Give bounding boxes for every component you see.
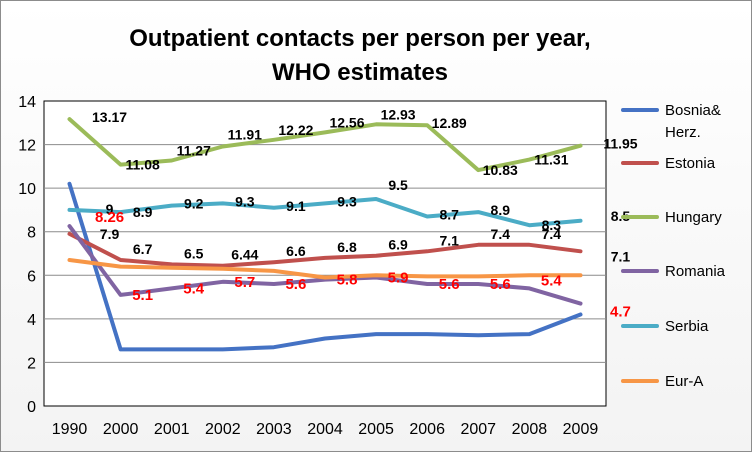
data-label-hungary: 12.93: [381, 106, 416, 122]
chart-title-line-1: Outpatient contacts per person per year,: [129, 25, 590, 52]
data-label-serbia: 9.5: [388, 177, 408, 193]
data-label-estonia: 6.6: [286, 243, 306, 259]
data-label-estonia: 7.1: [439, 232, 459, 248]
legend-label-hungary: Hungary: [665, 209, 722, 226]
legend-label-estonia: Estonia: [665, 155, 716, 172]
data-label-romania: 5.6: [490, 276, 511, 293]
data-label-estonia: 6.8: [337, 239, 357, 255]
series-line-romania: [67, 224, 583, 306]
data-label-hungary: 12.89: [432, 115, 467, 131]
legend-label-bosnia-herz: Bosnia&: [665, 102, 721, 119]
data-label-hungary: 11.91: [228, 127, 262, 143]
x-tick-label: 2004: [307, 421, 343, 438]
data-label-estonia: 6.7: [133, 241, 153, 257]
data-label-hungary: 10.83: [483, 162, 518, 178]
y-tick-label: 0: [27, 399, 36, 416]
x-tick-label: 2000: [103, 421, 139, 438]
series-line-bosnia-herz: [67, 181, 583, 352]
data-label-estonia: 7.9: [100, 226, 120, 242]
data-label-estonia: 7.1: [611, 248, 631, 264]
data-label-romania: 5.1: [132, 287, 153, 304]
legend-label-romania: Romania: [665, 263, 726, 280]
series-line-eur-a: [67, 258, 583, 280]
chart-title-line-2: WHO estimates: [272, 59, 448, 86]
data-label-estonia: 7.4: [491, 226, 511, 242]
data-label-serbia: 9: [106, 201, 114, 217]
data-label-estonia: 7.4: [542, 226, 562, 242]
data-label-romania: 5.6: [439, 276, 460, 293]
data-label-hungary: 12.22: [278, 122, 313, 138]
x-tick-label: 2001: [154, 421, 190, 438]
legend-label-eur-a: Eur-A: [665, 373, 703, 390]
x-tick-label: 2005: [358, 421, 394, 438]
y-tick-label: 14: [18, 94, 36, 111]
y-tick-label: 8: [27, 225, 36, 242]
data-label-hungary: 13.17: [92, 109, 127, 125]
data-label-estonia: 6.9: [388, 237, 408, 253]
series-line-serbia: [67, 197, 583, 228]
legend-label-serbia: Serbia: [665, 318, 709, 335]
data-label-hungary: 11.95: [603, 136, 637, 152]
y-tick-label: 12: [18, 138, 36, 155]
y-axis-ticks: 0 2 4 6 8 10 12 14: [18, 94, 36, 416]
plot-area: [43, 100, 607, 407]
data-label-estonia: 6.44: [231, 247, 258, 263]
y-tick-label: 10: [18, 181, 36, 198]
data-label-hungary: 11.31: [534, 152, 568, 168]
data-label-romania: 8.26: [95, 209, 124, 226]
data-label-serbia: 9.3: [235, 193, 255, 209]
data-label-hungary: 11.08: [126, 157, 160, 173]
gridlines: [44, 144, 606, 363]
y-tick-label: 4: [27, 312, 36, 329]
legend: Bosnia&Herz. Estonia Hungary Romania Serbia E…: [621, 102, 726, 390]
data-label-romania: 5.4: [183, 280, 205, 297]
data-label-serbia: 8.9: [133, 204, 153, 220]
y-tick-label: 6: [27, 268, 36, 285]
x-tick-label: 2007: [460, 421, 496, 438]
data-labels: 13.17 11.08 11.27 11.91 12.22 12.56 12.93 12.89…: [92, 106, 638, 320]
x-axis-ticks: 1990 2000 2001 2002 2003 2004 2005 2006 2007 2008…: [52, 421, 599, 438]
data-label-serbia: 8.3: [542, 217, 562, 233]
data-label-hungary: 11.27: [177, 142, 211, 158]
data-label-serbia: 9.3: [337, 193, 357, 209]
data-label-estonia: 6.5: [184, 245, 204, 261]
x-tick-label: 1990: [52, 421, 88, 438]
series-lines: [67, 117, 583, 352]
data-label-romania: 5.7: [234, 274, 255, 291]
y-tick-label: 2: [27, 355, 36, 372]
data-label-romania: 5.8: [337, 272, 358, 289]
x-tick-label: 2009: [563, 421, 599, 438]
x-tick-label: 2003: [256, 421, 292, 438]
data-label-romania: 5.4: [541, 272, 563, 289]
series-line-hungary: [67, 117, 583, 173]
x-tick-label: 2008: [512, 421, 548, 438]
data-label-serbia: 9.2: [184, 196, 204, 212]
data-label-hungary: 12.56: [329, 114, 364, 130]
data-label-romania: 5.6: [285, 276, 306, 293]
x-tick-label: 2006: [409, 421, 445, 438]
x-tick-label: 2002: [205, 421, 241, 438]
data-label-romania: 4.7: [610, 304, 631, 321]
data-label-romania: 5.9: [388, 269, 409, 286]
data-label-serbia: 8.7: [439, 206, 459, 222]
data-label-serbia: 9.1: [286, 198, 306, 214]
legend-label-bosnia-herz: Herz.: [665, 124, 701, 141]
data-label-serbia: 8.9: [491, 202, 511, 218]
data-label-serbia: 8.5: [611, 208, 631, 224]
series-line-estonia: [67, 231, 583, 268]
